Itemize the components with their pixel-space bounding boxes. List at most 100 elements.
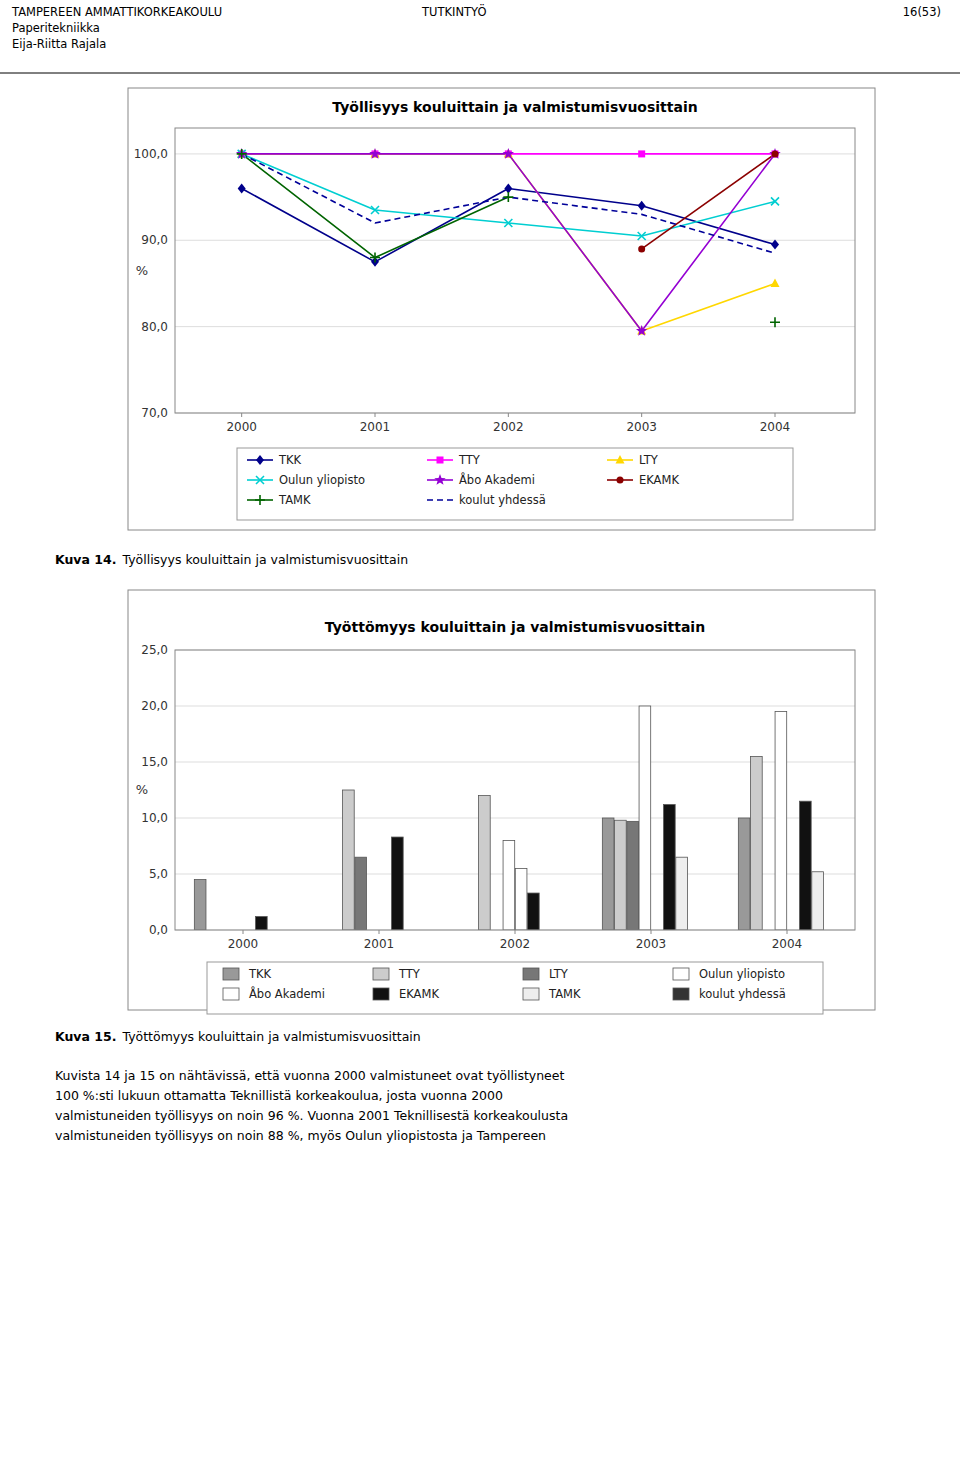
marker — [256, 455, 264, 465]
header-rule — [0, 73, 960, 74]
body-text: valmistuneiden työllisyys on noin 88 %, … — [55, 1128, 546, 1143]
legend-label: EKAMK — [399, 987, 439, 1001]
marker — [617, 477, 624, 484]
bars — [194, 706, 823, 930]
marker — [638, 201, 646, 211]
legend-frame — [207, 962, 823, 1014]
y-axis-label: % — [136, 782, 148, 797]
bar — [392, 837, 404, 930]
legend-label: LTY — [639, 453, 659, 467]
caption-text: Työttömyys kouluittain ja valmistumisvuo… — [121, 1029, 420, 1044]
marker — [370, 253, 380, 263]
bar — [503, 840, 515, 930]
legend-swatch — [223, 988, 239, 1000]
marker — [369, 148, 380, 159]
marker — [772, 150, 779, 157]
bar — [664, 805, 676, 930]
x-tick-label: 2004 — [772, 937, 803, 951]
legend-label: TKK — [278, 453, 302, 467]
x-tick-label: 2003 — [626, 420, 657, 434]
bar — [528, 893, 540, 930]
marker — [616, 455, 625, 464]
legend-swatch — [223, 968, 239, 980]
header-left: TAMPEREEN AMMATTIKORKEAKOULU — [11, 5, 222, 19]
legend-label: TTY — [398, 967, 421, 981]
grid-line — [175, 240, 855, 241]
bar — [355, 857, 367, 930]
legend-swatch — [373, 988, 389, 1000]
marker — [434, 474, 445, 485]
series-line — [242, 154, 775, 322]
marker — [771, 197, 779, 205]
bar — [194, 880, 206, 930]
series-line — [242, 154, 775, 331]
y-tick-label: 20,0 — [141, 699, 168, 713]
marker — [770, 317, 780, 327]
x-tick-label: 2002 — [493, 420, 524, 434]
marker — [772, 150, 779, 157]
chart-title: Työllisyys kouluittain ja valmistumisvuo… — [332, 99, 697, 115]
legend-swatch — [673, 988, 689, 1000]
series-line — [242, 154, 775, 236]
body-text: 100 %:sti lukuun ottamatta Teknillistä k… — [55, 1088, 503, 1103]
x-tick-label: 2004 — [760, 420, 791, 434]
marker — [771, 278, 780, 287]
marker — [638, 150, 645, 157]
y-tick-label: 90,0 — [141, 233, 168, 247]
series-line — [642, 154, 775, 249]
x-tick — [375, 413, 376, 417]
bar — [738, 818, 750, 930]
marker — [638, 245, 645, 252]
caption-label: Kuva 15. — [55, 1029, 116, 1044]
body-text: Kuvista 14 ja 15 on nähtävissä, että vuo… — [55, 1068, 564, 1083]
legend-line — [427, 499, 453, 501]
legend-label: LTY — [549, 967, 569, 981]
legend-label: EKAMK — [639, 473, 679, 487]
chart-title: Työttömyys kouluittain ja valmistumisvuo… — [325, 619, 705, 635]
series-line — [242, 154, 775, 253]
legend: TKKTTYLTYOulun yliopistoÅbo AkademiEKAMK… — [207, 962, 823, 1014]
bar — [615, 820, 627, 930]
y-tick-label: 100,0 — [134, 147, 168, 161]
grid-line — [175, 706, 855, 707]
marker — [771, 240, 779, 250]
marker — [236, 148, 247, 159]
legend-swatch — [523, 988, 539, 1000]
x-tick — [641, 413, 642, 417]
header-center: TUTKINTYÖ — [421, 3, 486, 19]
legend-label: Åbo Akademi — [249, 986, 325, 1001]
header-left: Paperitekniikka — [12, 21, 100, 35]
bar — [639, 706, 651, 930]
marker — [503, 148, 514, 159]
legend-label: TAMK — [548, 987, 581, 1001]
legend-swatch — [523, 968, 539, 980]
x-tick-label: 2002 — [500, 937, 531, 951]
y-tick-label: 70,0 — [141, 406, 168, 420]
legend-frame — [237, 448, 793, 520]
x-tick-label: 2003 — [636, 937, 667, 951]
bar — [343, 790, 355, 930]
marker — [504, 219, 512, 227]
x-tick — [241, 413, 242, 417]
bar — [479, 796, 491, 930]
y-tick-label: 0,0 — [149, 923, 168, 937]
y-tick-label: 15,0 — [141, 755, 168, 769]
marker — [503, 192, 513, 202]
caption: Kuva 15. Työttömyys kouluittain ja valmis… — [55, 1029, 421, 1044]
x-tick — [775, 413, 776, 417]
x-tick — [508, 413, 509, 417]
legend-swatch — [673, 968, 689, 980]
marker — [769, 148, 780, 159]
plot-lines — [242, 154, 775, 331]
x-tick-label: 2000 — [226, 420, 257, 434]
y-tick-label: 10,0 — [141, 811, 168, 825]
marker — [638, 232, 646, 240]
plot-frame — [175, 650, 855, 930]
y-tick-label: 80,0 — [141, 320, 168, 334]
plot-markers — [236, 148, 781, 336]
plot-frame — [175, 128, 855, 413]
legend-label: koulut yhdessä — [699, 987, 786, 1001]
body-text: valmistuneiden työllisyys on noin 96 %. … — [55, 1108, 568, 1123]
bar — [800, 801, 812, 930]
x-tick — [515, 930, 516, 934]
